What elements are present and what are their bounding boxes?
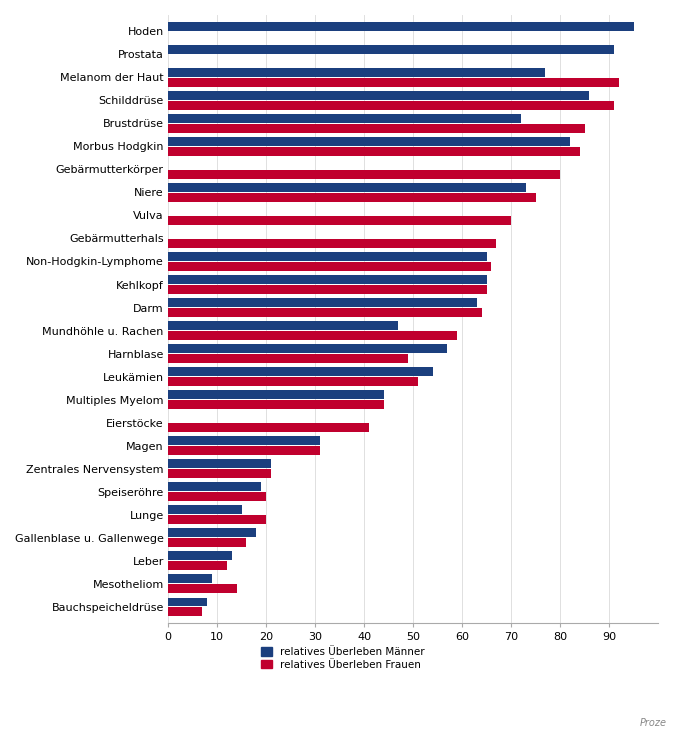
Bar xyxy=(168,446,320,455)
Bar xyxy=(168,597,207,606)
Bar xyxy=(168,529,256,537)
Bar xyxy=(168,253,487,261)
Bar xyxy=(168,469,271,478)
Bar xyxy=(168,68,545,77)
Bar xyxy=(168,575,212,583)
Bar xyxy=(168,124,585,132)
Bar xyxy=(168,321,398,330)
Bar xyxy=(168,354,408,363)
Bar xyxy=(168,193,536,201)
Bar xyxy=(168,367,433,376)
Bar xyxy=(168,423,369,432)
Bar xyxy=(168,515,266,524)
Bar xyxy=(168,137,570,146)
Bar xyxy=(168,45,614,54)
Bar xyxy=(168,216,511,225)
Bar xyxy=(168,377,418,386)
Bar xyxy=(168,239,496,247)
Bar xyxy=(168,482,261,491)
Bar xyxy=(168,308,482,317)
Legend: relatives Überleben Männer, relatives Überleben Frauen: relatives Überleben Männer, relatives Üb… xyxy=(261,647,425,670)
Bar xyxy=(168,492,266,501)
Bar xyxy=(168,460,271,468)
Bar xyxy=(168,147,579,156)
Bar xyxy=(168,607,203,616)
Bar xyxy=(168,101,614,110)
Bar xyxy=(168,78,618,86)
Bar xyxy=(168,275,487,284)
Text: Proze: Proze xyxy=(639,718,666,728)
Bar xyxy=(168,584,237,593)
Bar xyxy=(168,331,457,340)
Bar xyxy=(168,299,476,307)
Bar xyxy=(168,400,384,408)
Bar xyxy=(168,22,633,31)
Bar xyxy=(168,285,487,294)
Bar xyxy=(168,170,560,179)
Bar xyxy=(168,262,491,271)
Bar xyxy=(168,538,246,547)
Bar xyxy=(168,390,384,399)
Bar xyxy=(168,436,320,445)
Bar xyxy=(168,344,448,353)
Bar xyxy=(168,561,227,570)
Bar xyxy=(168,183,526,192)
Bar xyxy=(168,92,590,100)
Bar xyxy=(168,551,232,560)
Bar xyxy=(168,506,242,514)
Bar xyxy=(168,114,521,123)
